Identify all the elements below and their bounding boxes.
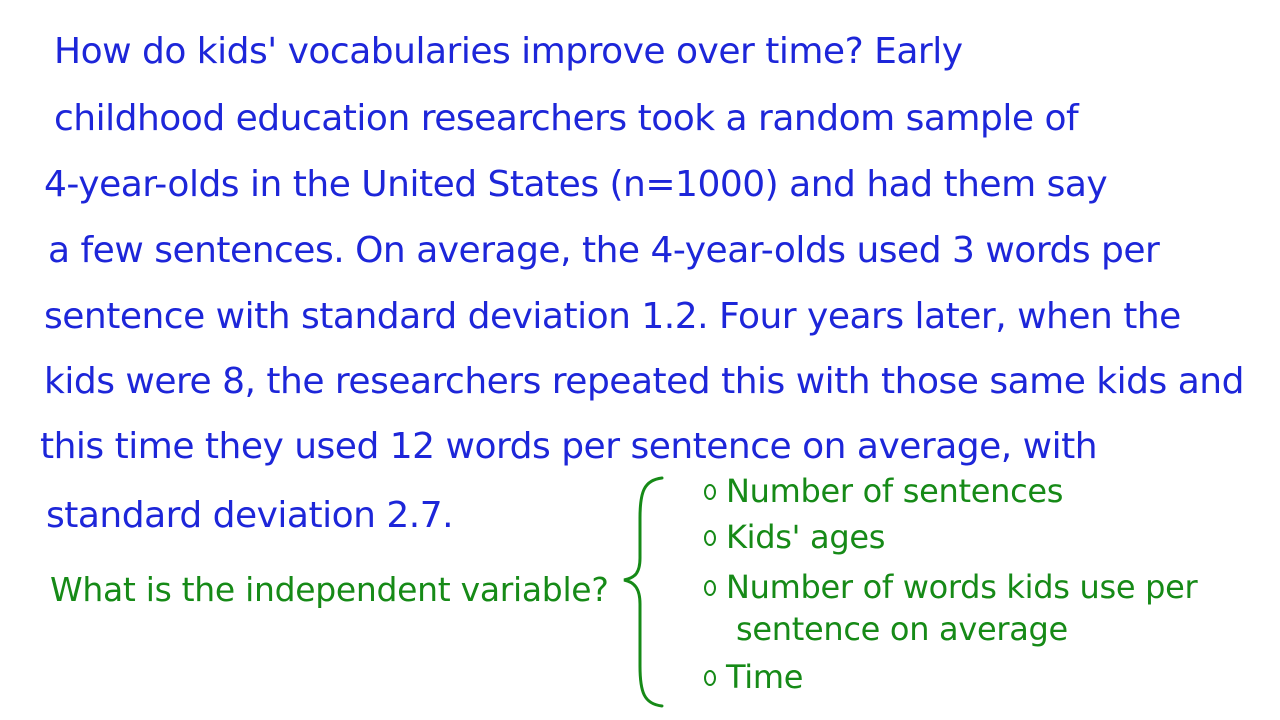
problem-line-4: a few sentences. On average, the 4-year-… <box>48 230 1160 271</box>
option-label: Number of sentences <box>726 472 1064 510</box>
bullet-circle-icon <box>704 670 716 686</box>
problem-line-8: standard deviation 2.7. <box>46 495 454 536</box>
option-kids-ages[interactable]: Kids' ages <box>704 517 885 557</box>
question-text: What is the independent variable? <box>50 570 609 609</box>
option-words-per-sentence-continuation: sentence on average <box>736 610 1068 648</box>
bullet-circle-icon <box>704 580 716 596</box>
bullet-circle-icon <box>704 530 716 546</box>
option-label: Time <box>726 658 804 696</box>
bullet-circle-icon <box>704 484 716 500</box>
option-words-per-sentence[interactable]: Number of words kids use per <box>704 567 1198 607</box>
option-number-of-sentences[interactable]: Number of sentences <box>704 471 1063 511</box>
problem-line-3: 4-year-olds in the United States (n=1000… <box>44 164 1108 205</box>
problem-line-5: sentence with standard deviation 1.2. Fo… <box>44 296 1181 337</box>
problem-line-7: this time they used 12 words per sentenc… <box>40 426 1098 467</box>
option-time[interactable]: Time <box>704 657 803 697</box>
curly-brace <box>623 476 664 708</box>
problem-line-6: kids were 8, the researchers repeated th… <box>44 361 1244 402</box>
option-label: Number of words kids use per <box>726 568 1198 606</box>
problem-line-1: How do kids' vocabularies improve over t… <box>54 31 963 72</box>
problem-line-2: childhood education researchers took a r… <box>54 98 1079 139</box>
option-label: Kids' ages <box>726 518 886 556</box>
